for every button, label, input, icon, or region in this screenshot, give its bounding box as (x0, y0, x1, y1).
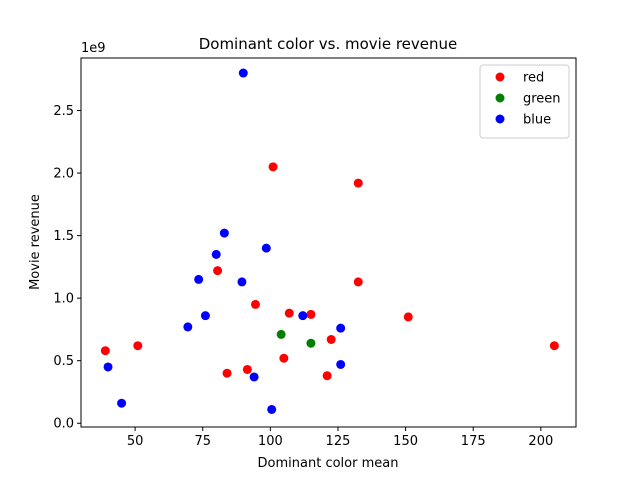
y-offset-label: 1e9 (81, 41, 106, 56)
data-point-red (322, 371, 332, 381)
y-tick-label: 1.0 (53, 292, 74, 307)
x-axis-label: Dominant color mean (258, 456, 399, 471)
data-point-blue (194, 274, 204, 284)
y-tick-label: 0.0 (53, 417, 74, 432)
data-point-red (242, 364, 252, 374)
y-axis-label: Movie revenue (28, 194, 43, 290)
y-tick-label: 0.5 (53, 354, 74, 369)
data-point-blue (211, 249, 221, 259)
x-tick-label: 75 (194, 434, 211, 449)
data-point-red (250, 299, 260, 309)
data-point-blue (238, 68, 248, 78)
data-point-red (353, 178, 363, 188)
legend-label: green (523, 92, 561, 107)
data-point-red (284, 308, 294, 318)
x-tick-label: 50 (127, 434, 144, 449)
axes-frame (80, 57, 577, 428)
data-point-blue (336, 359, 346, 369)
data-point-blue (237, 277, 247, 287)
legend-marker-red (495, 72, 505, 82)
data-point-blue (219, 228, 229, 238)
data-point-blue (183, 322, 193, 332)
data-point-red (549, 341, 559, 351)
legend: red green blue (479, 64, 570, 139)
legend-marker-green (495, 93, 505, 103)
x-tick-label: 125 (326, 434, 351, 449)
data-point-red (268, 162, 278, 172)
data-point-red (403, 312, 413, 322)
x-tick-label: 175 (461, 434, 486, 449)
data-point-green (306, 338, 316, 348)
data-point-blue (200, 311, 210, 321)
data-point-blue (117, 398, 127, 408)
data-point-red (279, 353, 289, 363)
data-point-blue (336, 323, 346, 333)
data-point-red (100, 346, 110, 356)
x-tick-label: 200 (528, 434, 553, 449)
legend-label: blue (523, 113, 551, 128)
y-tick-label: 2.5 (53, 104, 74, 119)
data-point-green (276, 329, 286, 339)
y-tick-label: 2.0 (53, 167, 74, 182)
data-point-red (222, 368, 232, 378)
data-point-blue (261, 243, 271, 253)
chart-title: Dominant color vs. movie revenue (199, 35, 458, 53)
legend-marker-blue (495, 114, 505, 124)
data-point-red (306, 309, 316, 319)
data-point-red (213, 266, 223, 276)
data-point-blue (298, 311, 308, 321)
legend-label: red (523, 71, 544, 86)
data-point-blue (249, 372, 259, 382)
x-tick-label: 100 (258, 434, 283, 449)
plot-area (100, 68, 559, 414)
x-tick-label: 150 (393, 434, 418, 449)
data-point-red (326, 334, 336, 344)
data-point-red (133, 341, 143, 351)
y-tick-label: 1.5 (53, 229, 74, 244)
data-point-red (353, 277, 363, 287)
data-point-blue (103, 362, 113, 372)
data-point-blue (267, 404, 277, 414)
